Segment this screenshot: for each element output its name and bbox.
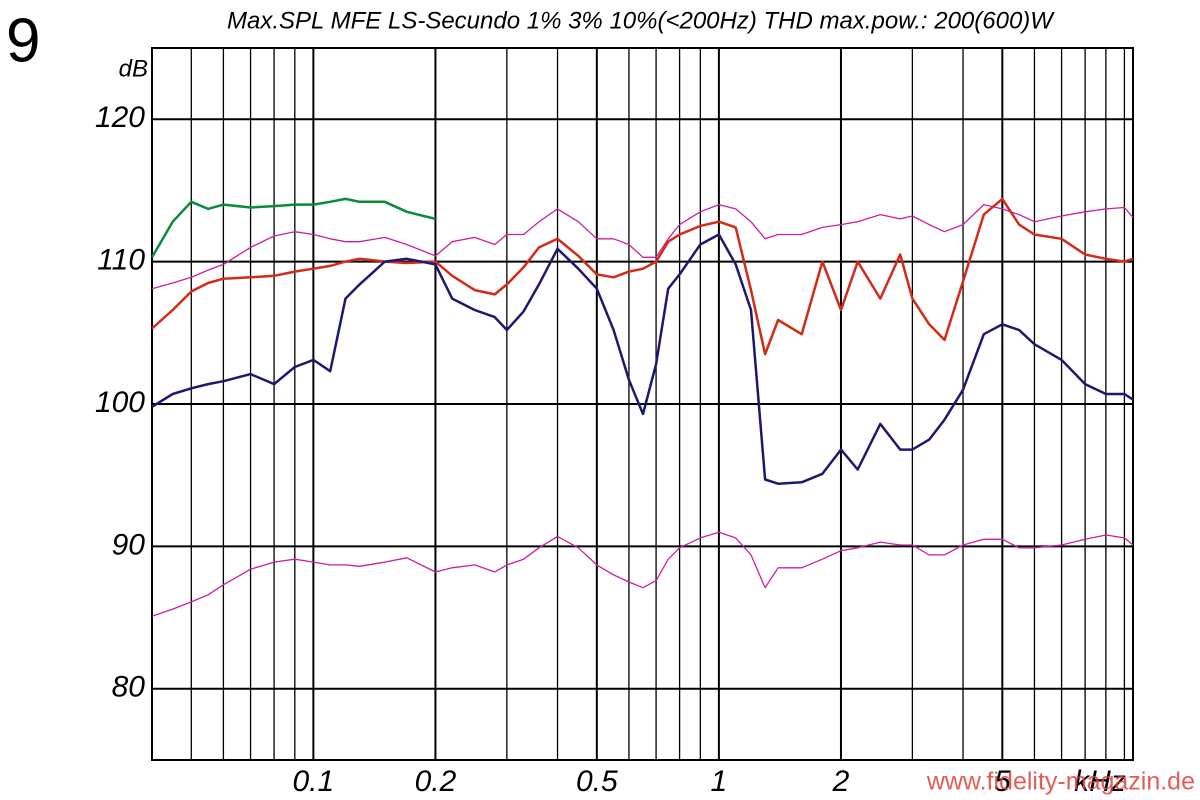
- chart-title: Max.SPL MFE LS-Secundo 1% 3% 10%(<200Hz)…: [227, 7, 1055, 34]
- series-line: [151, 197, 1134, 356]
- series-line: [151, 203, 1134, 290]
- y-tick-label: 90: [112, 528, 146, 561]
- series-line: [151, 531, 1134, 617]
- plot-border: [151, 47, 1134, 761]
- watermark: www.fidelity-magazin.de: [926, 768, 1195, 796]
- x-tick-label: 0.2: [415, 765, 457, 798]
- y-tick-label: 80: [112, 671, 146, 704]
- figure-label: 9: [6, 6, 40, 75]
- y-axis-label: dB: [119, 55, 148, 82]
- x-tick-label: 1: [711, 765, 728, 798]
- x-tick-label: 0.1: [293, 765, 335, 798]
- y-tick-label: 100: [95, 386, 145, 419]
- x-tick-label: 5: [994, 765, 1011, 798]
- x-tick-label: 2: [832, 765, 850, 798]
- x-axis-label: kHz: [1074, 765, 1126, 798]
- series-line: [151, 233, 1134, 485]
- series-line: [150, 197, 436, 258]
- x-tick-label: 0.5: [576, 765, 618, 798]
- y-tick-label: 120: [95, 101, 145, 134]
- y-tick-label: 110: [97, 244, 145, 277]
